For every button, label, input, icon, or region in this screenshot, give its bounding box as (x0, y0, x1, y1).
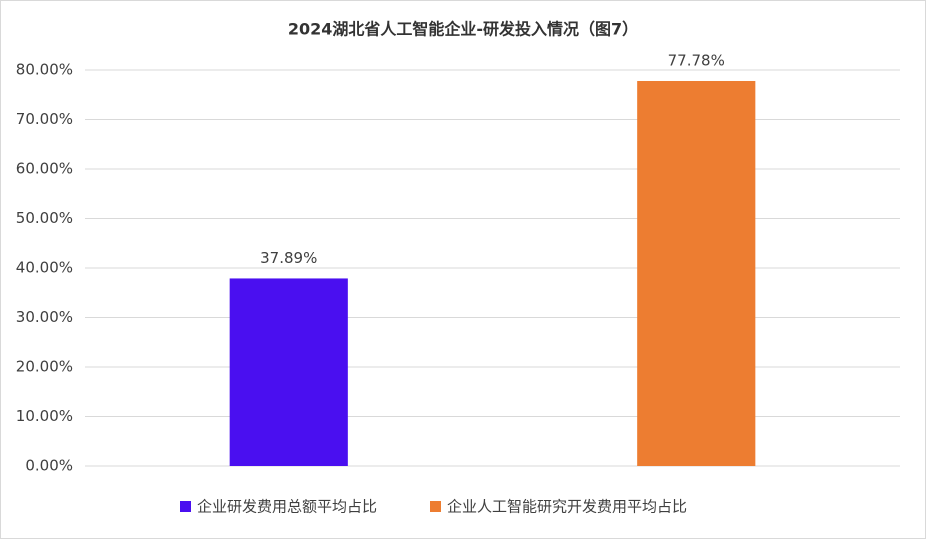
y-tick-label: 0.00% (25, 457, 73, 475)
y-tick-label: 40.00% (16, 259, 73, 277)
y-tick-label: 20.00% (16, 358, 73, 376)
legend-swatch (180, 501, 191, 512)
chart-title: 2024湖北省人工智能企业-研发投入情况（图7） (288, 20, 638, 39)
y-tick-label: 80.00% (16, 61, 73, 79)
legend-label: 企业人工智能研究开发费用平均占比 (447, 498, 687, 516)
legend-label: 企业研发费用总额平均占比 (197, 498, 377, 516)
y-tick-label: 50.00% (16, 209, 73, 227)
y-tick-label: 60.00% (16, 160, 73, 178)
data-label: 77.78% (668, 51, 725, 69)
y-tick-label: 70.00% (16, 110, 73, 128)
data-label: 37.89% (260, 249, 317, 267)
legend-swatch (430, 501, 441, 512)
y-tick-label: 30.00% (16, 308, 73, 326)
bar (229, 278, 348, 466)
y-tick-label: 10.00% (16, 407, 73, 425)
bar (637, 80, 756, 466)
